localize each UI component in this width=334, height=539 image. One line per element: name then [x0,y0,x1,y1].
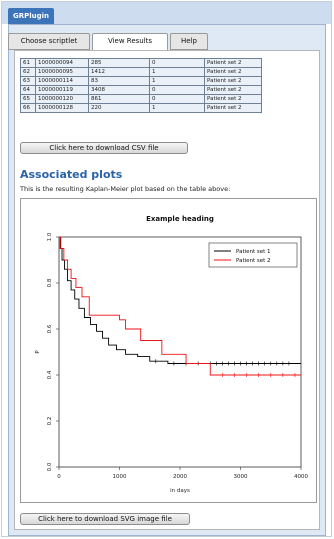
table-cell: 64 [20,85,36,95]
table-cell: 65 [20,94,36,104]
table-cell: 1412 [88,67,150,77]
download-svg-button[interactable]: Click here to download SVG image file [20,513,190,525]
table-cell: 285 [88,58,150,68]
series-line-2 [59,236,301,376]
table-cell: 0 [149,58,205,68]
chart-legend [208,242,298,268]
series-line-1 [59,236,301,364]
x-tick-label: 0 [57,474,61,480]
x-tick-label: 3000 [234,474,248,480]
section-title: Associated plots [20,168,123,181]
y-axis-label: P [35,350,41,354]
table-cell: Patient set 2 [204,76,262,86]
table-cell: Patient set 2 [204,67,262,77]
chart-title: Example heading [146,215,214,223]
table-row: 65 1000000120 861 0 Patient set 2 [20,94,262,104]
table-cell: 0 [149,85,205,95]
header-bar [2,2,331,24]
table-cell: Patient set 2 [204,58,262,68]
table-cell: 1 [149,67,205,77]
plot-area-frame [58,236,302,468]
table-cell: Patient set 2 [204,85,262,95]
y-tick-label: 0.6 [47,324,53,333]
results-table: 61 1000000094 285 0 Patient set 2 62 100000009… [20,58,262,113]
section-description: This is the resulting Kaplan-Meier plot … [20,185,231,193]
table-cell: 62 [20,67,36,77]
table-cell: 1000000095 [35,67,89,77]
plugin-tab[interactable]: GRPlugin [8,8,55,24]
table-cell: 3408 [88,85,150,95]
table-cell: 1000000128 [35,103,89,113]
table-row: 63 1000000114 83 1 Patient set 2 [20,76,262,86]
table-cell: 63 [20,76,36,86]
table-row: 62 1000000095 1412 1 Patient set 2 [20,67,262,77]
table-cell: 61 [20,58,36,68]
table-row: 64 1000000119 3408 0 Patient set 2 [20,85,262,95]
download-csv-button[interactable]: Click here to download CSV file [20,142,188,154]
table-cell: 1 [149,76,205,86]
y-tick-label: 0.8 [47,278,53,287]
kaplan-meier-chart: Example heading 0 1000 2000 3000 4000 0.0 0.2 0.… [35,215,308,494]
x-tick-label: 2000 [173,474,187,480]
y-tick-label: 1.0 [47,232,53,241]
x-tick-label: 4000 [294,474,308,480]
tab-help[interactable]: Help [170,33,208,50]
table-cell: 0 [149,94,205,104]
table-row: 66 1000000128 220 1 Patient set 2 [20,103,262,113]
legend-label-1: Patient set 1 [236,249,271,255]
y-tick-label: 0.4 [47,370,53,379]
table-cell: 1 [149,103,205,113]
table-cell: 1000000119 [35,85,89,95]
table-cell: 1000000120 [35,94,89,104]
plot-container: Example heading 0 1000 2000 3000 4000 0.0 0.2 0.… [20,198,317,503]
tab-view-results[interactable]: View Results [92,33,168,51]
table-cell: 861 [88,94,150,104]
y-tick-label: 0.2 [47,417,53,426]
legend-label-2: Patient set 2 [236,258,271,264]
x-tick-label: 1000 [113,474,127,480]
x-axis-label: in days [170,488,190,494]
table-cell: 83 [88,76,150,86]
table-cell: 1000000094 [35,58,89,68]
table-cell: Patient set 2 [204,103,262,113]
table-cell: 1000000114 [35,76,89,86]
tab-choose-scriptlet[interactable]: Choose scriptlet [8,33,90,50]
y-tick-label: 0.0 [47,462,53,471]
table-cell: Patient set 2 [204,94,262,104]
table-cell: 220 [88,103,150,113]
table-cell: 66 [20,103,36,113]
table-row: 61 1000000094 285 0 Patient set 2 [20,58,262,68]
